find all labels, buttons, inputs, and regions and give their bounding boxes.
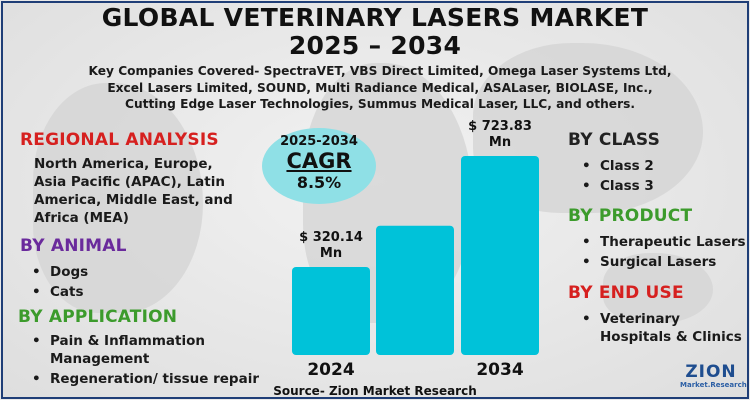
class-list: Class 2 Class 3	[578, 156, 654, 196]
bar-value-label: $ 320.14	[299, 230, 363, 245]
by-class-heading: BY CLASS	[568, 130, 660, 150]
logo-subtitle: Market.Research	[680, 381, 742, 390]
list-item: Surgical Lasers	[578, 252, 746, 272]
list-item: Therapeutic Lasers	[578, 232, 746, 252]
source-caption: Source- Zion Market Research	[0, 384, 750, 398]
product-list: Therapeutic Lasers Surgical Lasers	[578, 232, 746, 272]
zion-logo: ZION Market.Research	[680, 364, 742, 390]
list-item: Class 2	[578, 156, 654, 176]
bar-value-label: Mn	[320, 246, 342, 261]
bar-value-label: Mn	[489, 135, 511, 150]
by-product-heading: BY PRODUCT	[568, 206, 692, 226]
bar-2034	[461, 156, 539, 355]
logo-name: ZION	[680, 364, 742, 381]
by-end-use-heading: BY END USE	[568, 283, 684, 303]
bar-value-label: $ 723.83	[468, 119, 532, 134]
bar-middle	[376, 226, 454, 355]
category-label: 2024	[307, 360, 354, 380]
bar-2024	[292, 267, 370, 355]
list-item: Veterinary Hospitals & Clinics	[578, 310, 748, 346]
category-label: 2034	[476, 360, 523, 380]
end-use-list: Veterinary Hospitals & Clinics	[578, 310, 748, 346]
list-item: Class 3	[578, 176, 654, 196]
